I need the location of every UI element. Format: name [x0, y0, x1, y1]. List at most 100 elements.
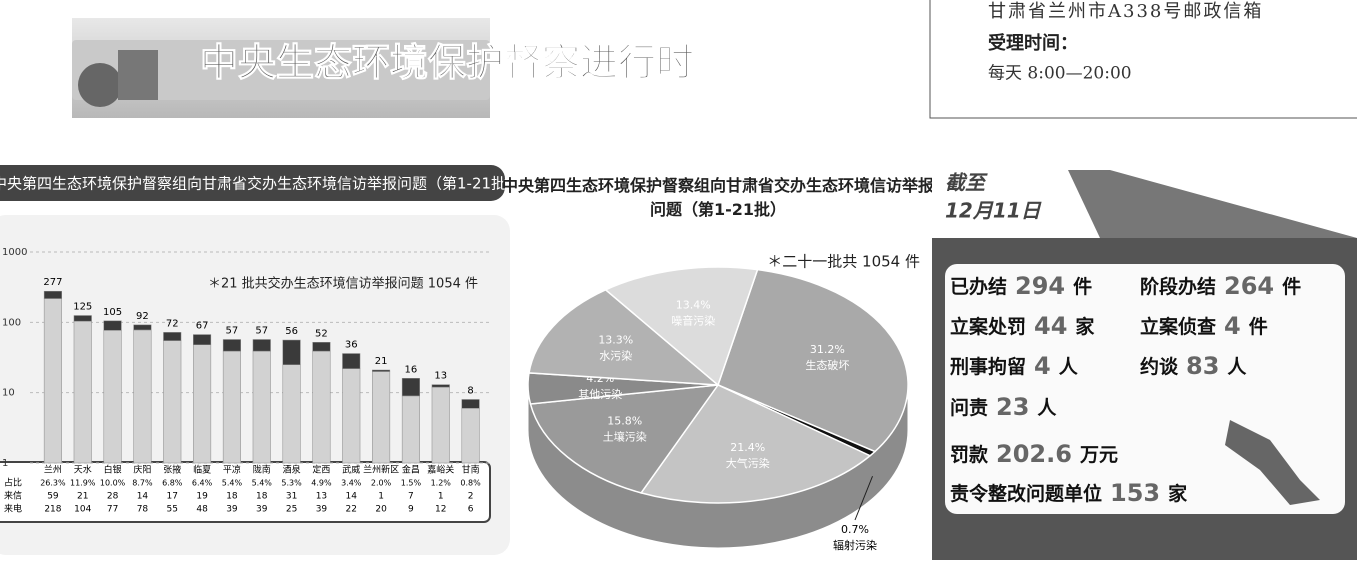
bar-total-label: 16 [405, 364, 418, 375]
bar-total-label: 21 [375, 356, 388, 367]
contact-box [929, 0, 1357, 119]
table-cell: 13 [316, 492, 327, 502]
stat-line: 刑事拘留 4 人 [950, 352, 1079, 380]
y-tick-label: 1 [2, 458, 8, 469]
x-tick-label: 临夏 [193, 464, 211, 476]
table-cell: 31 [286, 492, 297, 502]
slice-value-label: 0.7% [841, 523, 869, 536]
stat-unit: 件 [1073, 275, 1092, 298]
bar-segment [431, 384, 450, 388]
pie-slice [529, 384, 720, 494]
table-cell: 22 [346, 505, 357, 515]
stat-line: 责令整改问题单位 153 家 [950, 479, 1188, 507]
table-cell: 1 [438, 492, 444, 502]
stat-label: 约谈 [1140, 355, 1179, 378]
bar-segment [193, 334, 212, 346]
slice-value-label: 15.8% [607, 415, 642, 428]
stat-line: 阶段办结 264 件 [1140, 272, 1301, 300]
table-cell: 28 [107, 492, 119, 502]
bar-segment [342, 368, 361, 464]
table-cell: 5.4% [222, 479, 243, 488]
bar-segment [372, 369, 391, 372]
slice-value-label: 13.3% [598, 334, 633, 347]
tree-icon [78, 63, 122, 107]
table-cell: 5.3% [281, 479, 302, 488]
bar-total-label: 8 [467, 385, 473, 396]
bar-segment [43, 298, 62, 464]
bar-annotation: ＊21 批共交办生态环境信访举报问题 1054 件 [208, 276, 478, 292]
table-cell: 77 [107, 505, 118, 515]
stat-unit: 家 [1168, 482, 1188, 505]
slice-label: 生态破坏 [805, 358, 849, 372]
bar-total-label: 36 [345, 340, 358, 351]
bar-segment [372, 371, 391, 464]
table-cell: 20 [375, 505, 387, 515]
stat-value: 44 [1034, 312, 1067, 340]
stat-unit: 件 [1249, 315, 1268, 338]
stat-label: 责令整改问题单位 [950, 482, 1102, 505]
bar-total-label: 72 [166, 318, 179, 329]
table-cell: 18 [226, 492, 238, 502]
bar-segment [163, 332, 182, 341]
y-tick-label: 100 [2, 317, 21, 328]
x-tick-label: 甘南 [462, 464, 480, 476]
bar-segment [133, 329, 152, 464]
bar-segment [73, 315, 92, 322]
table-cell: 48 [196, 505, 208, 515]
table-cell: 218 [44, 505, 61, 515]
pie-title: 中央第四生态环境保护督察组向甘肃省交办生态环境信访举报问题（第1-21批） [502, 176, 934, 219]
bar-segment [133, 324, 152, 331]
slice-value-label: 13.4% [676, 298, 711, 311]
bar-total-label: 277 [43, 277, 62, 288]
x-tick-label: 庆阳 [133, 464, 151, 476]
bar-title: 中央第四生态环境保护督察组向甘肃省交办生态环境信访举报问题（第1-21批） [0, 175, 521, 193]
bar-segment [461, 408, 480, 464]
slice-value-label: 31.2% [810, 343, 845, 356]
table-cell: 12 [435, 505, 446, 515]
stat-line: 约谈 83 人 [1140, 352, 1247, 380]
slice-label: 土壤污染 [603, 430, 647, 444]
bar-total-label: 92 [136, 311, 149, 322]
table-cell: 19 [196, 492, 208, 502]
table-row-label: 来信 [4, 490, 22, 502]
stat-value: 294 [1015, 272, 1065, 300]
slice-label: 大气污染 [726, 456, 770, 470]
bar-segment [401, 378, 420, 397]
table-cell: 6.4% [192, 479, 213, 488]
x-tick-label: 平凉 [223, 464, 241, 476]
table-cell: 59 [47, 492, 59, 502]
x-tick-label: 嘉峪关 [427, 464, 454, 476]
bar-total-label: 56 [285, 326, 298, 337]
banner-title: 中央生态环境保护督察进行时 [200, 41, 694, 85]
stat-unit: 家 [1075, 315, 1095, 338]
table-cell: 39 [226, 505, 238, 515]
table-cell: 14 [346, 492, 358, 502]
bar-total-label: 125 [73, 302, 92, 313]
stat-unit: 人 [1037, 397, 1057, 419]
table-cell: 10.0% [100, 479, 126, 488]
table-cell: 21 [77, 492, 88, 502]
bar-title-bg [0, 165, 505, 201]
stat-label: 阶段办结 [1140, 275, 1216, 298]
stat-label: 立案处罚 [950, 315, 1026, 338]
stat-value: 264 [1224, 272, 1274, 300]
table-cell: 2.0% [371, 479, 392, 488]
bar-segment [461, 399, 480, 409]
contact-hours: 每天 8:00—20:00 [988, 64, 1132, 84]
bar-total-label: 57 [226, 326, 239, 337]
x-tick-label: 定西 [312, 464, 330, 476]
banner-strip [72, 40, 490, 100]
bar-segment [431, 386, 450, 464]
bar-segment [342, 353, 361, 369]
stat-value: 4 [1224, 312, 1241, 340]
bar-segment [252, 339, 271, 352]
table-cell: 78 [137, 505, 149, 515]
x-tick-label: 张掖 [163, 464, 181, 476]
bar-total-label: 67 [196, 321, 209, 332]
pie-slice [528, 288, 721, 386]
bar-segment [103, 320, 122, 331]
bar-total-label: 13 [434, 371, 447, 382]
table-cell: 0.8% [460, 479, 481, 488]
x-tick-label: 金昌 [402, 464, 420, 476]
